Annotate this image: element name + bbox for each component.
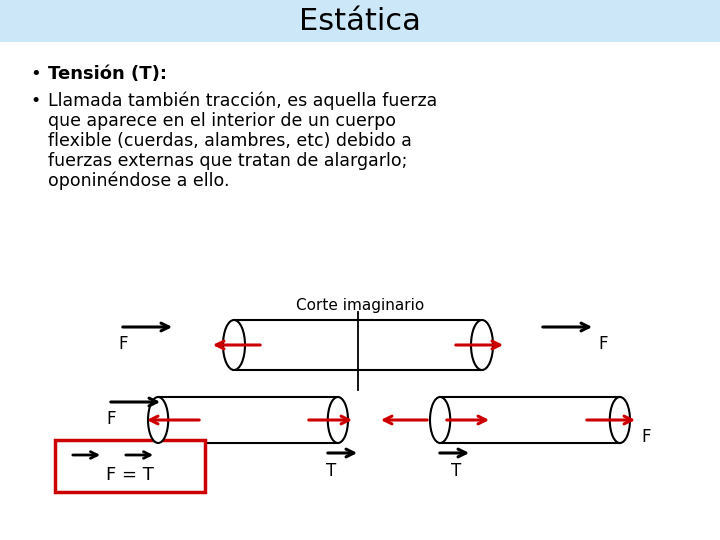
Bar xyxy=(158,397,338,443)
Ellipse shape xyxy=(610,397,630,443)
Ellipse shape xyxy=(328,397,348,443)
Ellipse shape xyxy=(471,320,493,370)
Text: •: • xyxy=(30,92,40,110)
Text: Estática: Estática xyxy=(299,6,421,36)
Ellipse shape xyxy=(430,397,450,443)
Text: flexible (cuerdas, alambres, etc) debido a: flexible (cuerdas, alambres, etc) debido… xyxy=(48,132,412,150)
Text: F: F xyxy=(118,335,127,353)
Bar xyxy=(55,440,205,492)
Bar xyxy=(440,397,620,443)
Bar xyxy=(234,320,482,370)
Text: F = T: F = T xyxy=(106,466,154,484)
Text: F: F xyxy=(598,335,608,353)
Text: T: T xyxy=(451,462,461,480)
Text: •: • xyxy=(30,65,41,83)
Bar xyxy=(0,0,720,42)
Text: Llamada también tracción, es aquella fuerza: Llamada también tracción, es aquella fue… xyxy=(48,92,437,111)
Text: que aparece en el interior de un cuerpo: que aparece en el interior de un cuerpo xyxy=(48,112,396,130)
Ellipse shape xyxy=(223,320,245,370)
Text: F: F xyxy=(641,428,650,446)
Text: oponinéndose a ello.: oponinéndose a ello. xyxy=(48,172,230,191)
Ellipse shape xyxy=(148,397,168,443)
Text: Corte imaginario: Corte imaginario xyxy=(296,298,424,313)
Text: fuerzas externas que tratan de alargarlo;: fuerzas externas que tratan de alargarlo… xyxy=(48,152,408,170)
Text: T: T xyxy=(326,462,336,480)
Text: F: F xyxy=(106,410,115,428)
Text: Tensión (T):: Tensión (T): xyxy=(48,65,167,83)
